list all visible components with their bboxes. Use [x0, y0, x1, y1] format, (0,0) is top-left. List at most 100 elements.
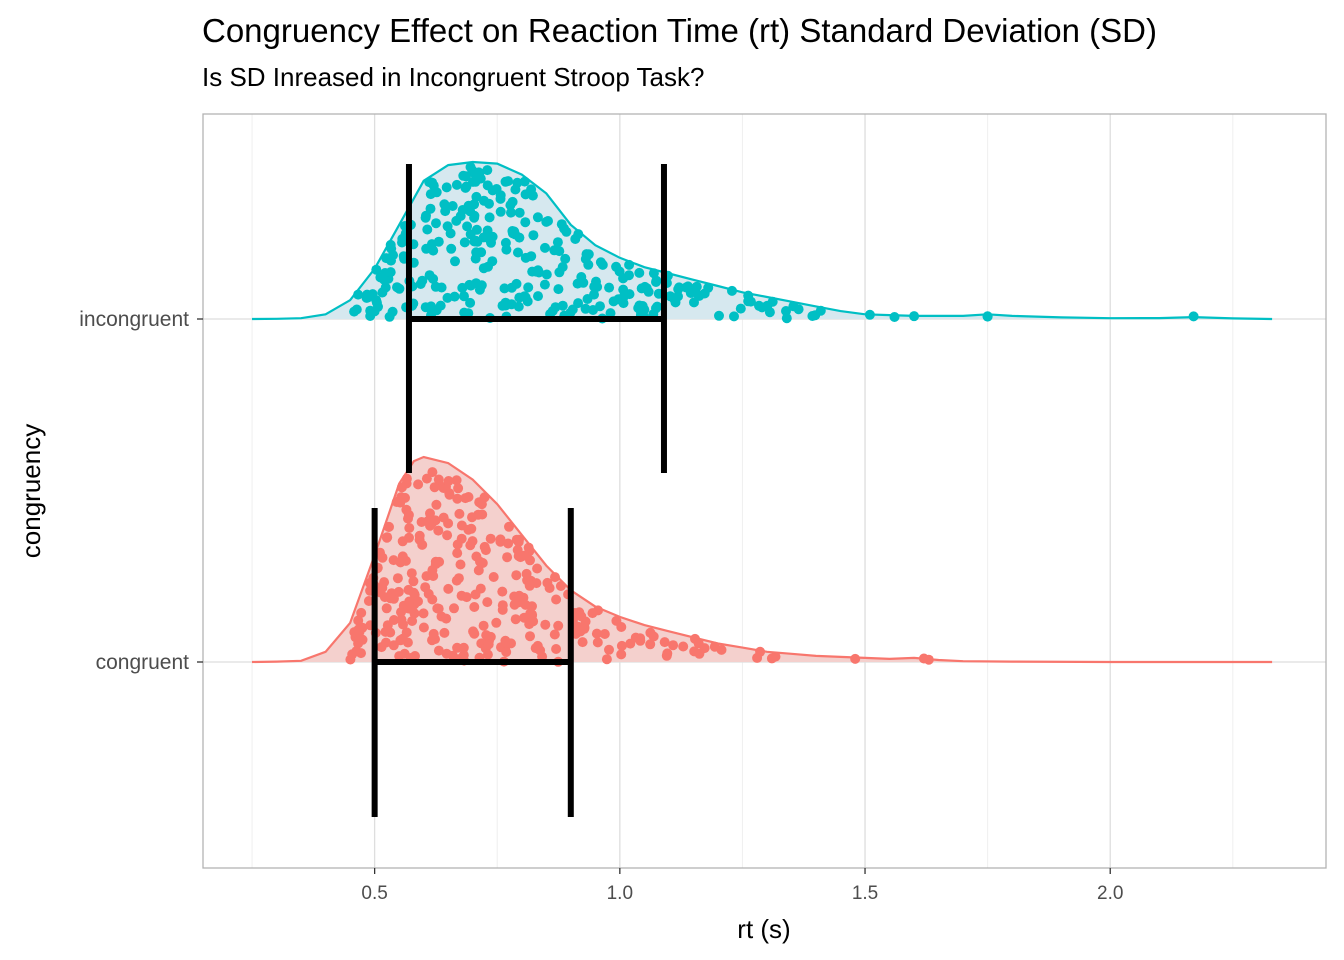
data-point-incongruent: [552, 237, 563, 248]
data-point-incongruent: [505, 200, 516, 211]
data-point-incongruent: [540, 242, 550, 253]
data-point-incongruent: [554, 246, 565, 257]
data-point-congruent: [396, 614, 407, 625]
data-point-congruent: [645, 627, 656, 638]
data-point-incongruent: [500, 176, 511, 187]
data-point-incongruent: [424, 270, 435, 281]
data-point-incongruent: [511, 278, 522, 289]
x-axis-ticks: 0.5 1.0 1.5 2.0: [361, 868, 1123, 904]
data-point-congruent: [519, 550, 530, 561]
data-point-incongruent: [451, 215, 462, 226]
data-point-congruent: [577, 637, 588, 648]
data-point-congruent: [591, 628, 602, 639]
x-axis-title: rt (s): [737, 914, 790, 944]
data-point-congruent: [512, 545, 523, 555]
data-point-incongruent: [495, 206, 506, 217]
data-point-incongruent: [605, 308, 616, 319]
data-point-incongruent: [446, 243, 457, 254]
data-point-congruent: [379, 577, 390, 588]
data-point-congruent: [616, 622, 627, 632]
data-point-incongruent: [426, 301, 437, 312]
data-point-incongruent: [469, 236, 480, 247]
data-point-incongruent: [451, 179, 462, 190]
data-point-congruent: [514, 590, 525, 601]
data-point-congruent: [431, 499, 442, 510]
data-point-congruent: [504, 521, 514, 532]
data-point-incongruent: [361, 292, 372, 303]
data-point-incongruent: [501, 244, 512, 255]
x-tick-label: 2.0: [1097, 883, 1123, 904]
data-point-congruent: [549, 629, 560, 640]
data-point-congruent: [604, 644, 614, 655]
data-point-incongruent: [553, 284, 564, 295]
data-point-incongruent: [427, 177, 438, 188]
data-point-incongruent: [474, 284, 485, 295]
data-point-congruent: [451, 475, 462, 486]
data-point-congruent: [363, 596, 374, 606]
data-point-incongruent: [349, 306, 360, 317]
data-point-congruent: [532, 640, 543, 651]
plot-border: [202, 113, 1327, 869]
data-point-congruent: [413, 596, 423, 607]
data-point-congruent: [576, 611, 587, 622]
data-point-incongruent: [462, 221, 473, 232]
data-point-incongruent: [435, 300, 446, 311]
data-point-incongruent: [439, 199, 450, 210]
data-point-congruent: [463, 492, 474, 502]
data-point-congruent: [497, 586, 508, 597]
data-point-incongruent: [523, 282, 534, 293]
data-point-incongruent: [673, 284, 684, 295]
data-point-incongruent: [651, 277, 661, 287]
data-point-congruent: [495, 534, 506, 545]
data-point-congruent: [513, 537, 524, 547]
data-point-incongruent: [460, 182, 471, 193]
data-point-incongruent: [624, 259, 635, 270]
data-point-congruent: [427, 467, 438, 478]
data-point-incongruent: [757, 302, 767, 313]
y-tick-label: congruent: [96, 651, 190, 674]
data-point-incongruent: [482, 165, 493, 176]
data-point-congruent: [511, 570, 522, 581]
data-point-incongruent: [595, 257, 606, 268]
data-point-congruent: [443, 476, 454, 486]
data-point-congruent: [716, 644, 727, 655]
data-point-incongruent: [691, 281, 702, 292]
data-point-incongruent: [422, 224, 433, 235]
data-layers: [251, 160, 1273, 817]
data-point-congruent: [661, 650, 672, 661]
data-point-incongruent: [457, 282, 468, 293]
data-point-congruent: [465, 540, 476, 551]
data-point-incongruent: [441, 182, 452, 193]
data-point-congruent: [396, 482, 407, 493]
data-point-congruent: [524, 580, 535, 591]
data-point-incongruent: [604, 282, 615, 293]
data-point-incongruent: [500, 300, 511, 311]
data-point-incongruent: [447, 201, 458, 211]
data-point-incongruent: [864, 309, 875, 320]
data-point-congruent: [550, 572, 560, 583]
data-point-congruent: [385, 627, 396, 638]
data-point-incongruent: [465, 297, 476, 308]
data-point-incongruent: [481, 231, 491, 242]
data-point-congruent: [404, 596, 415, 607]
data-point-congruent: [438, 512, 449, 523]
data-point-congruent: [423, 588, 434, 599]
data-point-incongruent: [889, 311, 900, 322]
data-point-congruent: [497, 600, 508, 611]
data-point-incongruent: [463, 308, 474, 319]
data-point-incongruent: [467, 165, 478, 176]
data-point-incongruent: [557, 262, 568, 272]
data-point-incongruent: [459, 237, 470, 248]
data-point-congruent: [453, 483, 464, 494]
data-point-congruent: [471, 551, 482, 562]
data-point-incongruent: [648, 268, 659, 279]
data-point-congruent: [555, 581, 566, 591]
series-incongruent: [251, 160, 1273, 473]
data-point-congruent: [433, 525, 444, 536]
data-point-congruent: [485, 533, 496, 544]
data-point-incongruent: [611, 261, 622, 272]
data-point-incongruent: [520, 217, 531, 228]
data-point-congruent: [449, 603, 459, 614]
data-point-incongruent: [541, 269, 552, 280]
data-point-incongruent: [982, 311, 993, 322]
